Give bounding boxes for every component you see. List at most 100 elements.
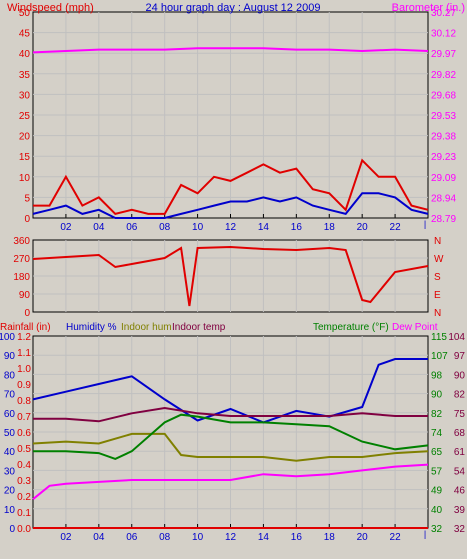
rain-tick-label: 0.7 [17,412,31,423]
legend-4: Temperature (°F) [313,322,389,333]
temp-tick-label: 49 [431,486,443,497]
dew-point-line [32,463,429,500]
x-tick-label: 10 [192,222,204,233]
compass-label: S [434,272,441,283]
humidity-tick-label: 20 [4,486,16,497]
compass-label: N [434,236,441,247]
indoor-temp-line [33,406,428,423]
y-tick-label: 29.09 [431,173,456,184]
x-tick-label: 08 [159,532,171,543]
y-tick-label: 45 [19,29,31,40]
y-tick-label: 29.82 [431,70,456,81]
x-tick-label: 20 [357,222,369,233]
x-tick-label: 14 [258,532,270,543]
y-tick-label: 10 [19,173,31,184]
rain-tick-label: 0.3 [17,476,31,487]
temp-tick-label: 107 [431,351,448,362]
x-tick-label: 20 [357,532,369,543]
x-tick-label: 04 [93,532,105,543]
humidity-tick-label: 0 [9,524,15,535]
x-tick-label: | [424,219,426,229]
y-tick-label: 29.97 [431,49,456,60]
y-tick-label: 360 [13,236,30,247]
indoor-temp-tick-label: 68 [454,428,466,439]
y-tick-label: 20 [19,132,31,143]
humidity-tick-label: 50 [4,428,16,439]
x-tick-label: 14 [258,222,270,233]
y-tick-label: 25 [19,111,31,122]
temp-tick-label: 40 [431,505,443,516]
windspeed-axis-label: Windspeed (mph) [7,2,94,14]
rain-tick-label: 0.0 [17,524,31,535]
humidity-tick-label: 70 [4,390,16,401]
rain-tick-label: 1.0 [17,364,31,375]
legend-3: Indoor temp [172,322,226,333]
temp-tick-label: 65 [431,447,443,458]
y-tick-label: 270 [13,254,30,265]
rain-tick-label: 1.2 [17,332,31,343]
humidity-tick-label: 60 [4,409,16,420]
y-tick-label: 30.27 [431,8,456,19]
x-tick-label: 02 [60,532,72,543]
y-tick-label: 30 [19,90,31,101]
y-tick-label: 29.53 [431,111,456,122]
x-tick-label: 16 [291,222,303,233]
x-tick-label: 06 [126,532,138,543]
y-tick-label: 28.79 [431,214,456,225]
avg-windspeed-line [32,192,429,219]
humidity-tick-label: 80 [4,370,16,381]
indoor-temp-tick-label: 32 [454,524,466,535]
humidity-tick-label: 10 [4,505,16,516]
y-tick-label: 29.68 [431,90,456,101]
y-tick-label: 29.23 [431,152,456,163]
x-tick-label: 04 [93,222,105,233]
rain-tick-label: 1.1 [17,348,31,359]
indoor-temp-tick-label: 104 [448,332,465,343]
x-tick-label: 22 [390,222,402,233]
indoor-temp-tick-label: 46 [454,486,466,497]
indoor-temp-tick-label: 75 [454,409,466,420]
rain-tick-label: 0.5 [17,444,31,455]
y-tick-label: 50 [19,8,31,19]
temp-tick-label: 115 [431,332,447,343]
temperature-f-line [33,413,429,460]
rain-tick-label: 0.4 [17,460,31,471]
y-tick-label: 180 [13,272,30,283]
rain-tick-label: 0.9 [17,380,31,391]
wind-direction-line [32,245,429,307]
x-tick-label: 18 [324,222,336,233]
x-tick-label: | [424,529,426,539]
indoor-hum-line [32,432,429,462]
y-tick-label: 0 [24,308,30,319]
temp-tick-label: 57 [431,466,443,477]
x-tick-label: 16 [291,532,303,543]
rain-tick-label: 0.1 [17,508,31,519]
y-tick-label: 0 [24,214,30,225]
y-tick-label: 28.94 [431,193,456,204]
humidity-tick-label: 90 [4,351,16,362]
temp-tick-label: 90 [431,390,443,401]
compass-label: E [434,290,441,301]
windspeed-line [33,158,429,216]
indoor-temp-tick-label: 61 [454,447,466,458]
y-tick-label: 15 [19,152,31,163]
humidity-tick-label: 40 [4,447,16,458]
temp-tick-label: 32 [431,524,443,535]
temp-tick-label: 82 [431,409,443,420]
indoor-temp-tick-label: 97 [454,351,466,362]
humidity-tick-label: 100 [0,332,15,343]
temp-tick-label: 74 [431,428,443,439]
indoor-temp-tick-label: 39 [454,505,466,516]
barometer-axis-label: Barometer (in.) [392,2,465,14]
legend-1: Humidity % [66,322,117,333]
y-tick-label: 30.12 [431,29,456,40]
barometer-line [32,47,429,54]
indoor-temp-tick-label: 54 [454,466,466,477]
temp-tick-label: 98 [431,370,443,381]
y-tick-label: 29.38 [431,132,456,143]
x-tick-label: 12 [225,222,237,233]
legend-2: Indoor hum [121,322,172,333]
x-tick-label: 10 [192,532,204,543]
humidity-tick-label: 30 [4,466,16,477]
